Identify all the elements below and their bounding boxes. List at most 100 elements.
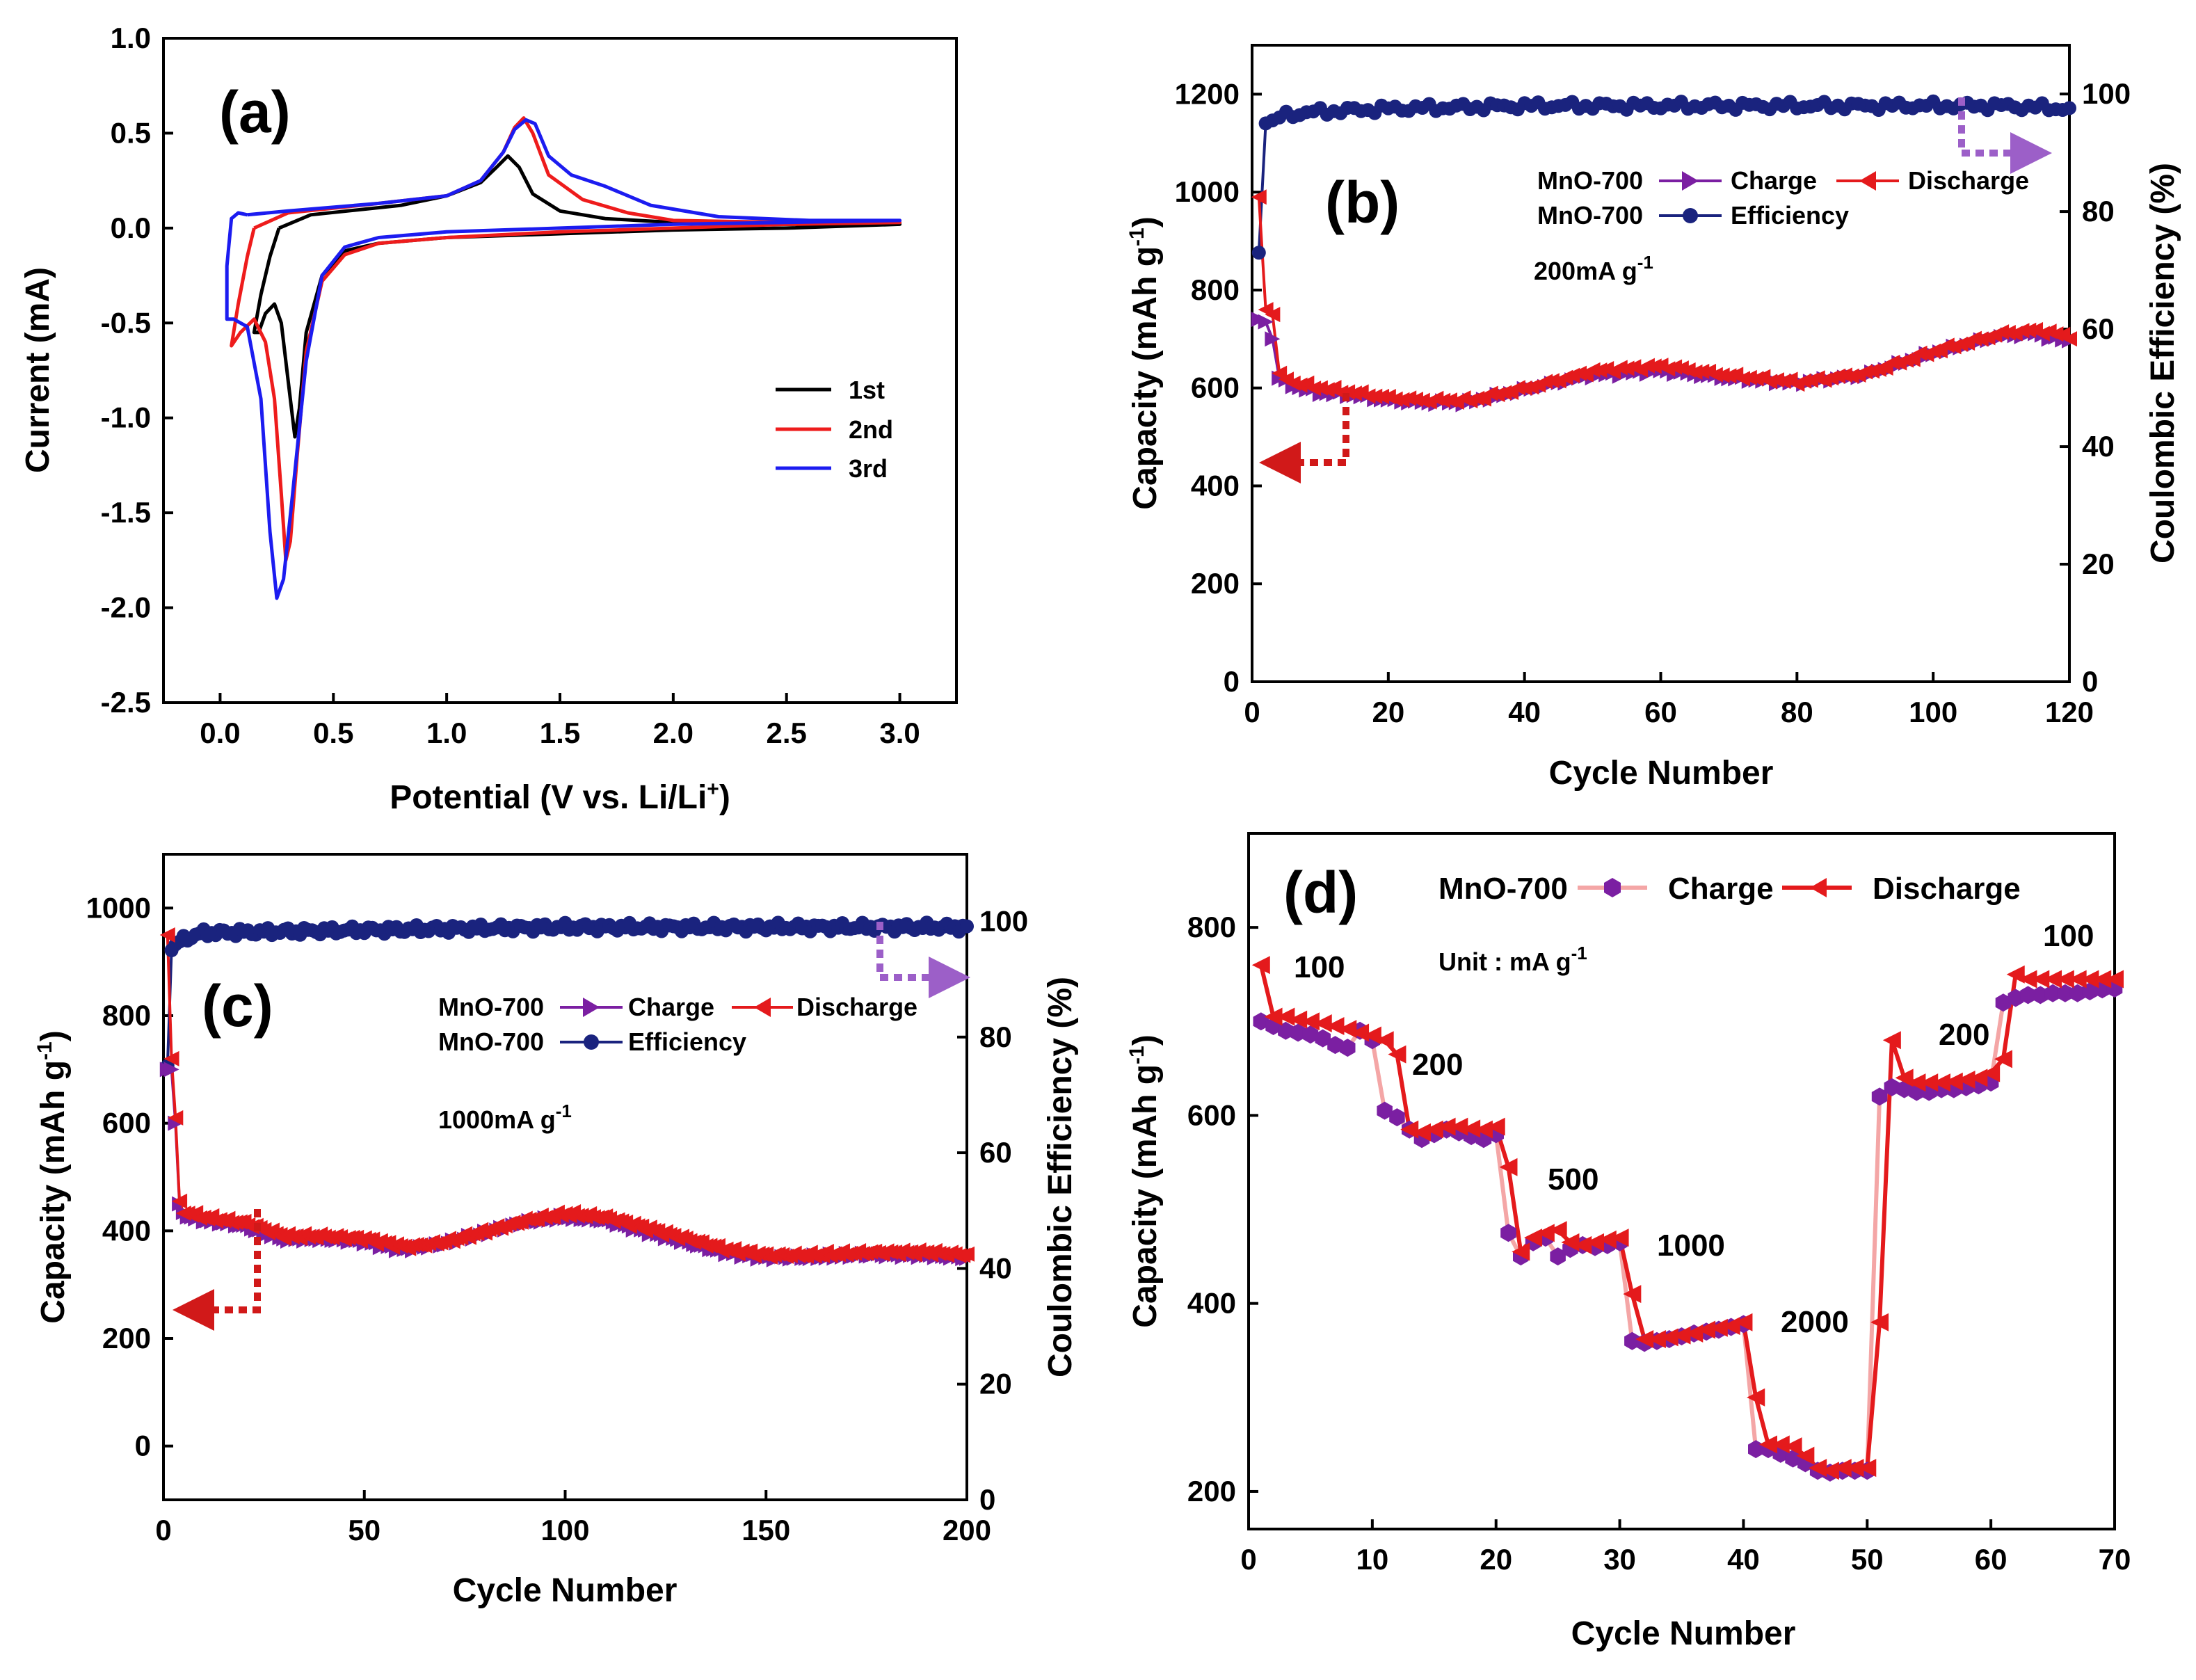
panel-b-xtick-label: 20: [1372, 696, 1404, 728]
panel-b-discharge-point: [2062, 331, 2077, 347]
panel-c-y2tick-label: 100: [979, 904, 1028, 937]
panel-d-discharge-point: [1289, 1010, 1308, 1029]
panel-d-ytick-label: 800: [1187, 911, 1236, 943]
panel-b-xtick-label: 80: [1781, 696, 1813, 728]
panel-d-discharge-point: [1635, 1330, 1654, 1349]
panel-c-xlabel: Cycle Number: [453, 1572, 678, 1609]
panel-d-ticks: 0 10 20 30 40 50 60 70 200 400 600 800: [1187, 911, 2131, 1576]
panel-d-discharge-point: [1647, 1330, 1666, 1349]
legend-c-discharge-marker: [754, 998, 771, 1017]
panel-d-xtick-label: 20: [1480, 1543, 1512, 1576]
panel-d-discharge-point: [1734, 1313, 1753, 1331]
panel-b-y2label: Coulombic Efficiency (%): [2145, 163, 2181, 563]
legend-c-charge-marker: [583, 998, 600, 1017]
panel-b-discharge-point: [1401, 390, 1417, 406]
panel-d-discharge-point: [1982, 1064, 2001, 1082]
panel-b-discharge-point: [1646, 358, 1662, 374]
panel-b-efficiency-axis-arrow: [1958, 97, 2052, 174]
panel-b-discharge-point: [1994, 324, 2010, 340]
panel-d-discharge-point: [2068, 970, 2087, 989]
panel-d-charge-point: [1327, 1036, 1343, 1055]
panel-b-discharge-point: [1687, 364, 1703, 380]
panel-b-discharge-point: [1741, 369, 1757, 385]
panel-c-label: (c): [202, 973, 273, 1039]
panel-b-charge-point: [1265, 331, 1281, 347]
panel-b-xtick-label: 100: [1909, 696, 1957, 728]
panel-b-discharge-point: [2000, 324, 2016, 340]
legend-b-prefix1: MnO-700: [1537, 166, 1643, 195]
panel-d-xtick-label: 10: [1356, 1543, 1388, 1576]
panel-d-discharge-point: [1375, 1031, 1394, 1050]
panel-a-xtick-label: 1.0: [426, 717, 467, 749]
panel-c-y2tick-label: 80: [979, 1021, 1012, 1053]
panel-b-xlabel: Cycle Number: [1549, 755, 1774, 792]
panel-a-xtick-label: 2.5: [767, 717, 807, 749]
panel-c: 0 50 100 150 2000200400600800100002040608010…: [33, 853, 1079, 1609]
panel-c-efficiency-axis-arrow: [876, 922, 970, 998]
panel-a-series: [225, 116, 902, 600]
panel-d-charge-point: [1377, 1101, 1393, 1120]
panel-a-xtick-label: 0.5: [313, 717, 353, 749]
panel-b-discharge-point: [1870, 361, 1886, 377]
panel-d-discharge-point: [1660, 1328, 1678, 1347]
panel-d-discharge-point: [1697, 1320, 1716, 1339]
panel-b-y2tick-label: 20: [2082, 547, 2115, 580]
panel-c-capacity-axis-arrow: [173, 1209, 261, 1331]
panel-c-ticks: 0 50 100 150 2000200400600800100002040608010…: [86, 891, 1029, 1546]
panel-d-charge-point: [1995, 993, 2012, 1012]
panel-c-efficiency-point: [960, 919, 974, 934]
panel-d-discharge-point: [1920, 1073, 1939, 1092]
panel-d-ytick-label: 200: [1187, 1475, 1236, 1507]
rate-label-500: 500: [1548, 1162, 1598, 1197]
legend-c-charge: Charge: [628, 993, 714, 1021]
legend-d-charge: Charge: [1668, 872, 1774, 906]
panel-b-xtick-label: 40: [1508, 696, 1541, 728]
panel-b-ylabel: Capacity (mAh g-1): [1125, 216, 1164, 509]
panel-b-capacity-axis-arrow: [1259, 393, 1349, 483]
legend-b-charge-marker: [1682, 171, 1699, 191]
panel-d-discharge-point: [1313, 1014, 1332, 1032]
panel-d-xtick-label: 70: [2099, 1543, 2131, 1576]
panel-d-discharge-point: [1437, 1117, 1456, 1136]
panel-d-discharge-point: [1573, 1235, 1592, 1254]
panel-a-ytick-label: -0.5: [101, 306, 151, 339]
panel-b-discharge-point: [1836, 367, 1852, 383]
panel-b-charge-point: [1258, 314, 1274, 330]
panel-d-discharge-point: [1907, 1073, 1926, 1092]
panel-a-xtick-label: 0.0: [200, 717, 240, 749]
panel-c-discharge-point: [959, 1246, 975, 1262]
legend-b-prefix2: MnO-700: [1537, 201, 1643, 230]
panel-c-ylabel: Capacity (mAh g-1): [33, 1030, 72, 1323]
panel-b-discharge-point: [1482, 385, 1498, 401]
panel-c-xtick-label: 100: [540, 1514, 589, 1546]
panel-d-discharge-point: [1264, 1007, 1283, 1026]
panel-b-discharge-point: [1265, 307, 1281, 323]
panel-c-ytick-label: 200: [102, 1322, 151, 1354]
panel-c-xtick-label: 150: [742, 1514, 790, 1546]
legend-d-charge-marker: [1604, 878, 1621, 897]
panel-d-discharge-point: [1251, 956, 1270, 975]
panel-d-discharge-point: [2081, 970, 2099, 989]
panel-d-discharge-point: [1301, 1012, 1320, 1031]
panel-d-charge-point: [2007, 989, 2023, 1007]
panel-d-discharge-point: [1326, 1017, 1345, 1036]
panel-b-discharge-point: [1509, 380, 1525, 396]
panel-b-efficiency-point: [2062, 101, 2076, 115]
panel-a-ytick-label: -2.5: [101, 686, 151, 719]
panel-c-charge-point: [163, 1062, 179, 1078]
panel-d-unit-label: Unit : mA g-1: [1438, 943, 1587, 976]
legend-d-prefix: MnO-700: [1438, 872, 1568, 906]
rate-label-100-start: 100: [1294, 950, 1345, 984]
panel-d-discharge-point: [1400, 1120, 1419, 1139]
panel-c-y2tick-label: 40: [979, 1251, 1012, 1284]
rate-label-2000: 2000: [1781, 1305, 1849, 1339]
cv-curve-3rd: [225, 118, 902, 600]
panel-b-discharge-point: [1667, 359, 1683, 375]
legend-b-discharge: Discharge: [1908, 166, 2029, 195]
panel-d-discharge-point: [1957, 1071, 1975, 1089]
panel-d-charge-point: [1871, 1087, 1888, 1106]
cv-curve-2nd: [230, 116, 902, 562]
panel-d-charge-point: [1550, 1247, 1566, 1266]
panel-c-y2tick-label: 60: [979, 1136, 1012, 1169]
panel-d-charge-point: [1624, 1331, 1640, 1350]
